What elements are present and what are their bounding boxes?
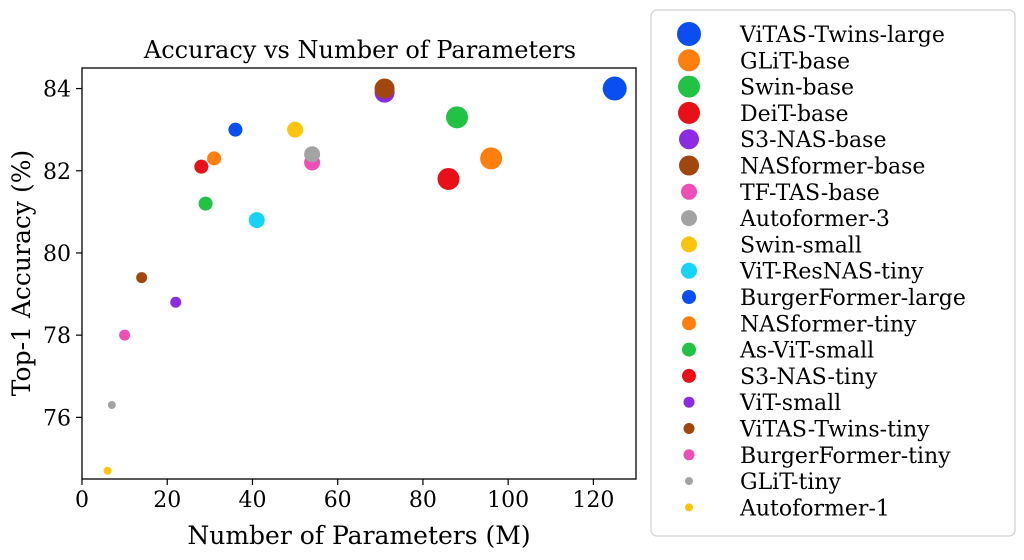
point-burgerformer-large (228, 122, 243, 137)
point-burgerformer-tiny (119, 329, 131, 341)
legend-label: DeiT-base (740, 102, 848, 127)
x-axis-label: Number of Parameters (M) (187, 521, 530, 550)
legend: ViTAS-Twins-largeGLiT-baseSwin-baseDeiT-… (677, 22, 966, 521)
x-tick-label: 100 (487, 488, 529, 513)
legend-marker (681, 183, 697, 200)
legend-marker (678, 49, 700, 72)
legend-marker (685, 477, 693, 486)
y-axis-ticks: 76 78 80 82 84 (43, 78, 82, 431)
legend-label: TF-TAS-base (740, 181, 880, 206)
legend-label: GLiT-base (740, 49, 850, 74)
legend-label: GLiT-tiny (740, 470, 842, 495)
legend-label: BurgerFormer-large (740, 286, 966, 311)
point-swin-base (446, 106, 469, 129)
legend-marker (682, 316, 696, 331)
point-autoformer-3 (304, 146, 321, 163)
legend-marker (677, 22, 701, 46)
point-nasformer-tiny (207, 151, 222, 166)
x-tick-label: 0 (75, 488, 89, 513)
point-swin-small (287, 121, 304, 138)
legend-marker (681, 236, 697, 253)
legend-marker (682, 342, 696, 357)
y-axis-label: Top-1 Accuracy (%) (7, 150, 36, 396)
chart-title: Accuracy vs Number of Parameters (143, 36, 576, 64)
legend-label: ViTAS-Twins-tiny (739, 418, 930, 443)
legend-marker (683, 396, 695, 408)
legend-marker (683, 449, 695, 461)
legend-label: ViT-ResNAS-tiny (739, 260, 924, 285)
legend-label: Swin-base (740, 76, 854, 101)
legend-label: ViTAS-Twins-large (739, 23, 945, 48)
legend-marker (681, 262, 697, 279)
x-tick-label: 80 (409, 488, 437, 513)
legend-label: S3-NAS-tiny (740, 365, 878, 390)
legend-label: Swin-small (740, 233, 862, 258)
legend-box (650, 9, 1016, 537)
point-deit-base (437, 167, 460, 190)
point-nasformer-base (374, 78, 395, 99)
y-tick-label: 80 (43, 242, 71, 267)
x-tick-label: 60 (324, 488, 352, 513)
legend-marker (683, 423, 695, 434)
legend-marker (678, 75, 700, 98)
legend-marker (681, 210, 697, 227)
point-s3-nas-tiny (194, 159, 209, 174)
y-tick-label: 84 (43, 78, 71, 103)
y-tick-label: 82 (43, 160, 71, 185)
y-tick-label: 76 (43, 406, 71, 431)
legend-marker (682, 290, 696, 304)
legend-marker (679, 129, 699, 150)
point-as-vit-small (198, 196, 213, 211)
point-glit-tiny (107, 401, 116, 410)
legend-label: As-ViT-small (739, 339, 874, 364)
point-vitas-twins-large (602, 76, 627, 101)
legend-marker (682, 368, 696, 383)
legend-label: NASformer-tiny (740, 312, 917, 337)
legend-label: Autoformer-3 (739, 207, 890, 232)
point-autoformer-1 (103, 466, 112, 475)
y-tick-label: 78 (43, 324, 71, 349)
legend-label: NASformer-base (740, 155, 925, 180)
point-vit-small (170, 296, 182, 308)
legend-marker (685, 503, 693, 512)
legend-label: Autoformer-1 (739, 496, 890, 521)
x-axis-ticks: 0 20 40 60 80 100 120 (75, 479, 614, 513)
point-vitas-twins-tiny (136, 272, 148, 284)
point-glit-base (480, 147, 503, 170)
legend-label: S3-NAS-base (740, 128, 886, 153)
point-vit-resnas-tiny (248, 212, 265, 229)
legend-marker (679, 155, 699, 176)
plot-frame (81, 67, 637, 480)
x-tick-label: 20 (153, 488, 181, 513)
data-points (103, 76, 627, 475)
legend-label: BurgerFormer-tiny (740, 444, 951, 469)
x-tick-label: 40 (238, 488, 266, 513)
legend-marker (678, 101, 700, 124)
legend-label: ViT-small (739, 391, 841, 416)
x-tick-label: 120 (572, 488, 614, 513)
